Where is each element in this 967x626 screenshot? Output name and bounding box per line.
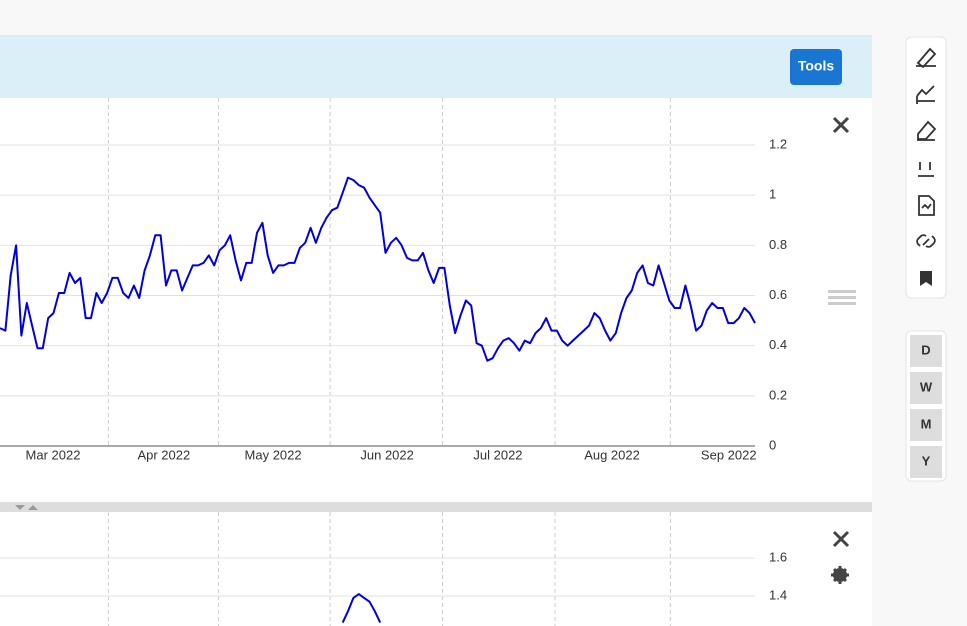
lower-panel bbox=[0, 512, 872, 626]
export-icon[interactable] bbox=[918, 195, 935, 216]
panel-divider[interactable] bbox=[0, 502, 872, 512]
y-tick-label: 0 bbox=[769, 437, 776, 452]
menu-icon[interactable] bbox=[828, 290, 856, 305]
trend-icon[interactable] bbox=[916, 85, 935, 104]
y-tick-label: 0.8 bbox=[769, 237, 787, 252]
x-tick-label: Mar 2022 bbox=[26, 447, 81, 462]
timeframe-button[interactable] bbox=[910, 372, 942, 404]
x-tick-label: May 2022 bbox=[245, 447, 302, 462]
draw-icon[interactable] bbox=[916, 47, 937, 69]
x-tick-label: Jun 2022 bbox=[360, 447, 414, 462]
price-line bbox=[341, 593, 382, 624]
resize-arrows[interactable] bbox=[15, 505, 38, 510]
timeframe-label[interactable]: Y bbox=[922, 453, 931, 468]
main-panel bbox=[0, 98, 872, 502]
tools-button[interactable] bbox=[790, 49, 842, 85]
eraser-icon[interactable] bbox=[917, 120, 937, 141]
timeframe-card bbox=[905, 330, 947, 482]
timeframe-button[interactable] bbox=[910, 446, 942, 478]
y-tick-label: 0.4 bbox=[769, 337, 787, 352]
close-icon[interactable] bbox=[832, 530, 850, 548]
x-tick-label: Apr 2022 bbox=[137, 447, 190, 462]
y-tick-label: 0.2 bbox=[769, 387, 787, 402]
header-band bbox=[0, 35, 872, 98]
y-tick-label: 1.6 bbox=[769, 549, 787, 564]
settings-icon[interactable] bbox=[831, 566, 849, 584]
link-icon[interactable] bbox=[916, 234, 936, 248]
x-tick-label: Aug 2022 bbox=[584, 447, 640, 462]
price-line bbox=[0, 176, 756, 362]
y-tick-label: 0.6 bbox=[769, 287, 787, 302]
tool-card bbox=[905, 36, 947, 299]
timeframe-label[interactable]: D bbox=[921, 342, 930, 357]
timeframe-label[interactable]: M bbox=[921, 416, 932, 431]
bookmark-icon[interactable] bbox=[920, 271, 932, 286]
chart: 1.4 1.6 bbox=[0, 512, 787, 626]
x-tick-label: Sep 2022 bbox=[701, 447, 757, 462]
y-tick-label: 1 bbox=[769, 187, 776, 202]
tools-button-label[interactable]: Tools bbox=[798, 58, 835, 74]
chart: 0 0.2 0.4 0.6 0.8 1 1.2 Mar 2022 Apr 2022 May 202… bbox=[0, 98, 787, 462]
timeframe-button[interactable] bbox=[910, 335, 942, 367]
x-tick-label: Jul 2022 bbox=[473, 447, 522, 462]
timeframe-label[interactable]: W bbox=[920, 379, 933, 394]
timeframe-button[interactable] bbox=[910, 409, 942, 441]
close-icon[interactable] bbox=[832, 116, 850, 134]
y-tick-label: 1.4 bbox=[769, 587, 787, 602]
y-tick-label: 1.2 bbox=[769, 136, 787, 151]
price-icon[interactable] bbox=[918, 162, 934, 177]
